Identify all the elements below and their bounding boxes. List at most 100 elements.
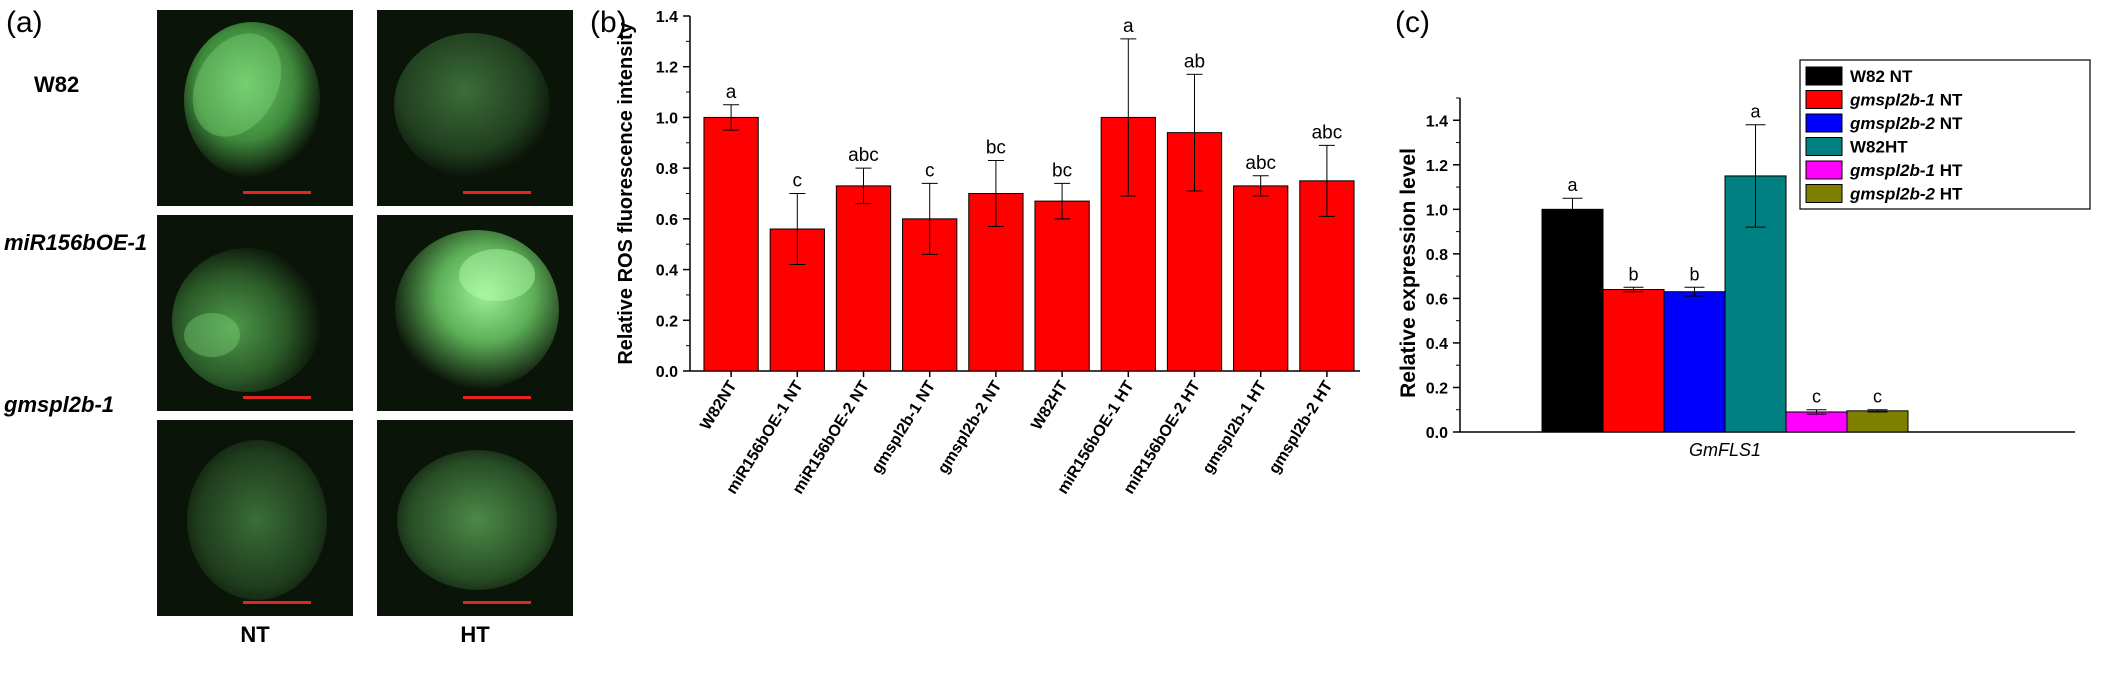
chart-c: (c) 0.0 0.2 0.4 0.6 0.8 1.0 1.2 1.4 Relative expr… [1395,6,2091,460]
bar [1541,208,1604,433]
significance-label: a [1750,102,1761,122]
micrograph-mir156boe-1-ht [377,215,573,411]
row-label-gmspl2b-1: gmspl2b-1 [4,392,115,417]
legend-label-italic: gmspl2b-1 [1849,161,1935,180]
y-tick-label: 0.6 [656,212,678,229]
legend-label: W82HT [1850,138,1908,157]
y-tick-label: 1.0 [656,110,678,127]
bar [1034,200,1090,372]
bar [1233,185,1289,372]
panel-b: (b) 0.0 0.2 0.4 0.6 0.8 1.0 1.2 1.4 Relative ROS … [590,0,1410,679]
scale-bar [463,601,531,604]
significance-label: c [793,171,803,192]
significance-label: b [1689,264,1699,284]
scale-bar [243,396,311,399]
bar [1602,288,1665,433]
significance-label: abc [1312,122,1343,143]
y-tick-label: 1.4 [656,9,678,26]
y-tick-label: 1.2 [656,60,678,77]
y-tick-label: 0.6 [1426,291,1448,308]
x-tick-label: gmspl2b-2 NT [935,378,1006,477]
x-tick-label: gmspl2b-2 HT [1266,378,1337,477]
legend-label-italic: gmspl2b-2 [1849,185,1936,204]
panel-a-letter: (a) [6,6,43,39]
legend-label: gmspl2b-1 HT [1849,161,1963,180]
legend-label-suffix: NT [1935,114,1963,133]
legend-label-suffix: NT [1935,91,1963,110]
panel-c: (c) 0.0 0.2 0.4 0.6 0.8 1.0 1.2 1.4 Relative expr… [1395,0,2128,679]
legend-label-italic: gmspl2b-1 [1849,91,1935,110]
x-tick-label: miR156bOE-2 HT [1121,378,1204,497]
panel-b-letter: (b) [590,6,627,39]
legend-label-italic: gmspl2b-2 [1849,114,1936,133]
significance-label: a [726,82,737,103]
y-axis-label: Relative expression level [1397,148,1420,398]
legend-label: gmspl2b-2 NT [1849,114,1963,133]
bar [703,116,759,372]
legend-swatch [1805,160,1843,180]
scale-bar [243,191,311,194]
bar [835,185,892,372]
significance-label: b [1628,264,1638,284]
x-tick-label: W82NT [697,378,740,433]
x-tick-label: miR156bOE-2 NT [790,378,873,497]
scale-bar [243,601,311,604]
legend-label: gmspl2b-1 NT [1849,91,1963,110]
significance-label: ab [1184,51,1205,72]
legend-swatch [1805,184,1843,203]
significance-label: bc [1052,160,1072,181]
legend-label: gmspl2b-2 HT [1849,185,1963,204]
legend-label-suffix: HT [1935,161,1963,180]
significance-label: a [1567,175,1578,195]
scale-bar [463,396,531,399]
bar [1663,291,1726,433]
significance-label: a [1123,16,1134,37]
x-tick-label: gmspl2b-1 NT [869,378,940,477]
y-tick-label: 1.4 [1426,113,1448,130]
significance-label: abc [848,145,879,166]
legend-swatch [1805,66,1843,86]
micrograph-gmspl2b-1-ht [377,420,573,616]
legend-label-suffix: HT [1935,185,1963,204]
y-tick-label: 0.8 [1426,247,1448,264]
col-label-ht: HT [460,622,490,647]
chart-b: (b) 0.0 0.2 0.4 0.6 0.8 1.0 1.2 1.4 Relative ROS … [590,6,1360,497]
y-axis-label: Relative ROS fluorescence intensity [615,21,637,364]
micrograph-w82-ht [377,10,573,206]
significance-label: bc [986,138,1006,159]
micrograph-gmspl2b-1-nt [157,420,353,616]
legend-swatch [1805,90,1843,109]
legend-swatch [1805,113,1843,133]
micrograph-w82-nt [157,10,353,206]
legend-box [1799,59,2091,210]
significance-label: abc [1245,153,1276,174]
significance-label: c [1812,387,1821,407]
x-tick-label: gmspl2b-1 HT [1200,378,1271,477]
bar [1785,411,1848,433]
y-tick-label: 0.0 [1426,425,1448,442]
y-tick-label: 0.0 [656,364,678,381]
scale-bar [463,191,531,194]
legend-label-suffix: W82HT [1850,138,1908,157]
legend-swatch [1805,137,1843,156]
micrograph-mir156boe-1-nt [157,215,353,411]
panel-a: (a) W82 miR156bOE-1 gmspl2b-1 [0,0,600,679]
row-label-w82: W82 [34,72,80,97]
significance-label: c [1873,387,1882,407]
legend-label-suffix: W82 NT [1850,67,1913,86]
panel-c-letter: (c) [1395,6,1430,39]
y-tick-label: 1.0 [1426,202,1448,219]
y-tick-label: 0.2 [1426,380,1448,397]
y-tick-label: 0.4 [1426,336,1448,353]
row-label-mir156boe-1: miR156bOE-1 [4,230,148,255]
x-category-label: GmFLS1 [1689,440,1761,460]
y-tick-label: 0.8 [656,161,678,178]
y-tick-label: 0.4 [656,263,678,280]
y-tick-label: 0.2 [656,313,678,330]
significance-label: c [925,160,935,181]
y-tick-label: 1.2 [1426,158,1448,175]
x-tick-label: W82HT [1028,378,1071,433]
col-label-nt: NT [240,622,270,647]
legend-label: W82 NT [1850,67,1913,86]
bar [1846,410,1909,433]
